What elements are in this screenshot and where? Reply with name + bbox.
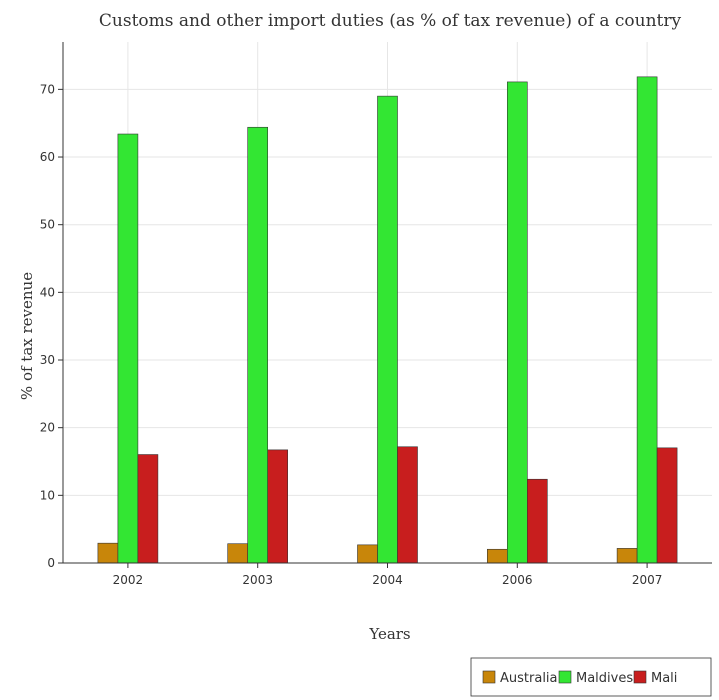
y-tick-label: 60 [40, 150, 55, 164]
x-tick-label: 2002 [113, 573, 144, 587]
legend-swatch-maldives [558, 670, 572, 684]
legend: Australia Maldives Mali [470, 657, 712, 697]
y-tick-label: 30 [40, 353, 55, 367]
y-tick-label: 70 [40, 82, 55, 96]
axes: 0 10 20 30 40 50 60 70 2002 2003 2004 2006 2007 [40, 42, 712, 587]
legend-label-mali: Mali [651, 671, 677, 686]
bar-maldives-2002 [117, 133, 139, 564]
bar-mali-2004 [397, 446, 418, 564]
y-tick-label: 40 [40, 285, 55, 299]
x-tick-label: 2007 [632, 573, 663, 587]
legend-swatch-australia [482, 670, 496, 684]
bar-australia-2007 [616, 548, 638, 564]
bar-maldives-2004 [377, 95, 398, 564]
x-axis-label: Years [368, 625, 410, 643]
legend-label-maldives: Maldives [576, 671, 633, 686]
x-tick-label: 2003 [242, 573, 273, 587]
y-axis-label: % of tax revenue [18, 272, 36, 400]
y-tick-label: 0 [47, 556, 55, 570]
x-tick-label: 2004 [372, 573, 403, 587]
y-tick-label: 50 [40, 218, 55, 232]
bar-australia-2004 [357, 544, 378, 564]
bar-maldives-2003 [247, 126, 268, 564]
x-tick-label: 2006 [502, 573, 533, 587]
legend-box [470, 657, 712, 697]
bar-australia-2002 [97, 542, 119, 564]
y-tick-label: 10 [40, 488, 55, 502]
legend-label-australia: Australia [500, 671, 558, 686]
bar-australia-2003 [227, 543, 248, 564]
bars [97, 76, 678, 564]
bar-maldives-2007 [636, 76, 658, 564]
bar-mali-2003 [267, 449, 289, 564]
legend-swatch-mali [633, 670, 647, 684]
bar-maldives-2006 [506, 81, 528, 564]
bar-australia-2006 [486, 548, 508, 564]
chart-title: Customs and other import duties (as % of… [99, 11, 682, 31]
bar-mali-2007 [656, 447, 678, 564]
bar-mali-2002 [137, 454, 159, 564]
y-tick-label: 20 [40, 421, 55, 435]
bar-mali-2006 [526, 478, 548, 564]
